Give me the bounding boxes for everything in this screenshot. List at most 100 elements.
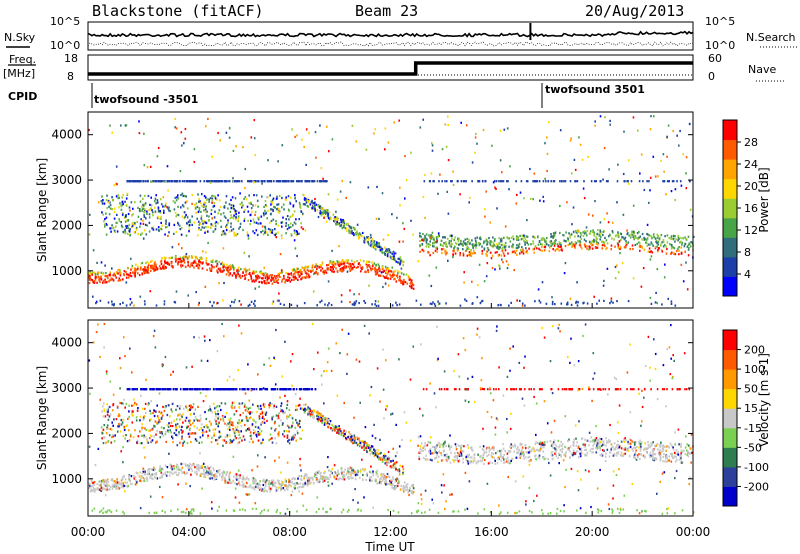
echo-cell xyxy=(556,243,559,246)
echo-cell xyxy=(191,193,194,197)
echo-cell xyxy=(481,245,483,248)
echo-cell xyxy=(672,180,675,183)
echo-cell xyxy=(442,244,444,247)
echo-cell xyxy=(665,245,667,248)
echo-cell xyxy=(130,180,132,183)
echo-cell xyxy=(175,260,177,263)
echo-cell xyxy=(144,194,146,197)
echo-cell xyxy=(656,250,659,253)
echo-cell xyxy=(559,444,561,447)
echo-cell xyxy=(401,261,403,264)
echo-cell xyxy=(627,241,630,244)
echo-cell xyxy=(329,260,332,263)
echo-cell xyxy=(119,268,121,272)
echo-cell xyxy=(361,235,363,238)
echo-cell xyxy=(167,180,170,183)
echo-cell xyxy=(485,238,488,241)
echo-cell xyxy=(682,153,684,156)
power-colorbar-swatch xyxy=(723,120,737,141)
echo-cell xyxy=(567,440,569,443)
echo-cell xyxy=(397,272,399,275)
echo-cell xyxy=(521,304,524,307)
echo-cell xyxy=(194,259,196,262)
echo-cell xyxy=(142,237,145,240)
echo-cell xyxy=(353,301,356,304)
echo-cell xyxy=(666,455,668,458)
echo-cell xyxy=(499,455,502,458)
echo-cell xyxy=(331,468,334,471)
echo-cell xyxy=(141,209,144,212)
echo-cell xyxy=(589,241,591,245)
echo-cell xyxy=(257,180,260,183)
echo-cell xyxy=(128,474,130,478)
echo-cell xyxy=(341,259,344,262)
echo-cell xyxy=(311,207,313,210)
echo-cell xyxy=(516,244,518,247)
echo-cell xyxy=(419,244,421,247)
echo-cell xyxy=(578,136,580,139)
echo-cell xyxy=(279,275,281,279)
echo-cell xyxy=(326,209,329,212)
echo-cell xyxy=(120,203,123,206)
echo-cell xyxy=(94,271,96,274)
echo-cell xyxy=(499,240,502,243)
echo-cell xyxy=(339,224,342,227)
echo-cell xyxy=(201,193,203,196)
echo-cell xyxy=(467,446,470,449)
echo-cell xyxy=(89,279,91,282)
echo-cell xyxy=(650,115,652,118)
echo-cell xyxy=(434,445,437,448)
echo-cell xyxy=(305,199,308,202)
echo-cell xyxy=(232,207,234,210)
echo-cell xyxy=(575,300,578,303)
echo-cell xyxy=(365,263,368,266)
echo-cell xyxy=(143,164,146,167)
echo-cell xyxy=(630,233,632,236)
echo-cell xyxy=(578,456,580,459)
echo-cell xyxy=(189,462,191,466)
echo-cell xyxy=(537,243,540,246)
echo-cell xyxy=(152,265,155,268)
echo-cell xyxy=(350,264,353,267)
echo-cell xyxy=(370,236,372,239)
echo-cell xyxy=(375,304,378,307)
echo-cell xyxy=(360,270,362,273)
echo-cell xyxy=(512,250,514,253)
echo-cell xyxy=(140,218,142,221)
echo-cell xyxy=(143,229,146,232)
echo-cell xyxy=(341,179,344,183)
echo-cell xyxy=(165,219,167,222)
echo-cell xyxy=(440,443,442,446)
echo-cell xyxy=(393,488,396,491)
echo-cell xyxy=(372,472,374,476)
echo-cell xyxy=(118,279,121,282)
echo-cell xyxy=(319,264,322,267)
echo-cell xyxy=(274,276,276,279)
echo-cell xyxy=(366,260,368,263)
echo-cell xyxy=(104,278,106,281)
echo-cell xyxy=(318,478,320,482)
echo-cell xyxy=(175,290,178,293)
echo-cell xyxy=(524,447,527,450)
echo-cell xyxy=(254,154,257,157)
echo-cell xyxy=(115,225,117,228)
echo-cell xyxy=(687,235,690,238)
echo-cell xyxy=(159,476,161,479)
echo-cell xyxy=(378,267,381,270)
echo-cell xyxy=(156,180,158,183)
echo-cell xyxy=(122,231,124,234)
echo-cell xyxy=(444,236,446,239)
echo-cell xyxy=(150,260,152,263)
echo-cell xyxy=(265,275,267,278)
echo-cell xyxy=(563,239,565,242)
echo-cell xyxy=(271,274,273,277)
echo-cell xyxy=(113,184,116,187)
echo-cell xyxy=(485,253,487,256)
echo-cell xyxy=(601,240,604,243)
echo-cell xyxy=(620,440,623,443)
echo-cell xyxy=(363,299,365,303)
echo-cell xyxy=(399,256,402,259)
echo-cell xyxy=(539,248,541,252)
echo-cell xyxy=(523,236,526,239)
noise-panel-frame xyxy=(87,21,694,51)
